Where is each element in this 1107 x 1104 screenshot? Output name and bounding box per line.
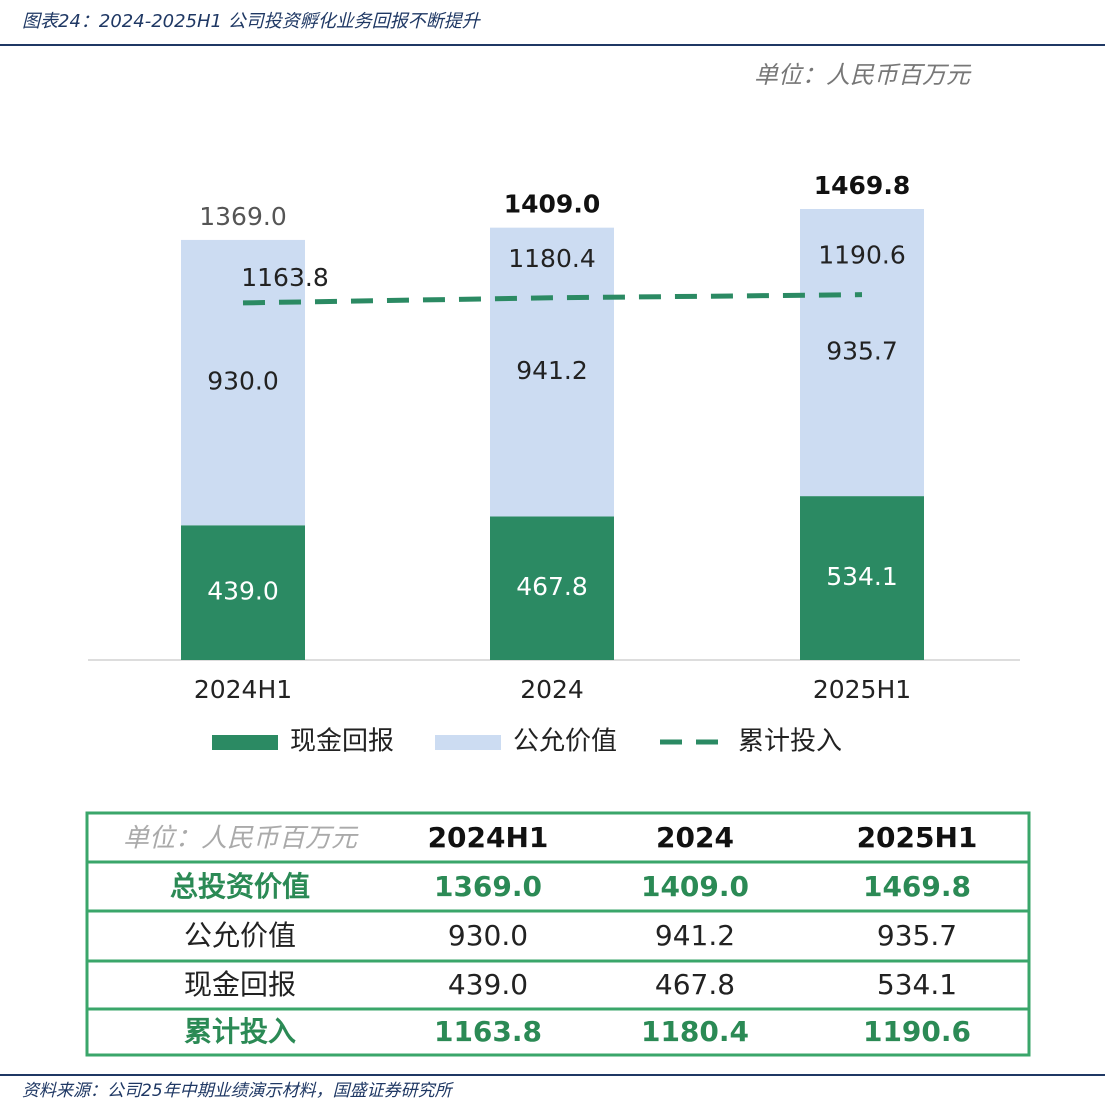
total-label: 1369.0 <box>199 202 286 231</box>
table-cell: 467.8 <box>655 968 735 1001</box>
bar-segment <box>800 209 924 497</box>
table-cell: 935.7 <box>877 919 957 952</box>
table-cell: 现金回报 <box>184 968 296 1001</box>
table-cell: 公允价值 <box>184 919 296 952</box>
legend-label: 现金回报 <box>290 727 394 757</box>
table-header: 2024H1 <box>428 821 549 854</box>
bar-segment <box>490 227 614 517</box>
figure-title: 图表24：2024-2025H1 公司投资孵化业务回报不断提升 <box>22 11 482 32</box>
total-label: 1469.8 <box>814 171 910 200</box>
table-cell: 1180.4 <box>641 1015 749 1048</box>
table-cell: 439.0 <box>448 968 528 1001</box>
bar-segment <box>181 239 305 526</box>
bar-value-label: 439.0 <box>207 577 279 606</box>
x-tick-label: 2024H1 <box>194 675 292 704</box>
legend-swatch <box>212 735 278 750</box>
table-frame <box>85 811 1031 1057</box>
line-value-label: 1180.4 <box>508 244 595 273</box>
total-label: 1409.0 <box>504 190 600 219</box>
bar-value-label: 467.8 <box>516 572 588 601</box>
unit-label: 单位：人民币百万元 <box>754 61 972 89</box>
source-note: 资料来源：公司25年中期业绩演示材料，国盛证券研究所 <box>22 1081 455 1101</box>
bar-segment <box>800 496 924 660</box>
table-cell: 1409.0 <box>641 870 749 903</box>
table-cell: 1163.8 <box>434 1015 542 1048</box>
table-cell: 1369.0 <box>434 870 542 903</box>
table-cell: 总投资价值 <box>170 870 310 903</box>
bar-value-label: 935.7 <box>826 337 898 366</box>
line-value-label: 1163.8 <box>241 263 328 292</box>
table-cell: 534.1 <box>877 968 957 1001</box>
bar-value-label: 534.1 <box>826 562 898 591</box>
bar-value-label: 930.0 <box>207 367 279 396</box>
bar-segment <box>490 516 614 660</box>
table-cell: 1190.6 <box>863 1015 971 1048</box>
table-header: 2024 <box>656 821 734 854</box>
table-unit: 单位：人民币百万元 <box>123 824 359 854</box>
table-header: 2025H1 <box>857 821 978 854</box>
table-cell: 941.2 <box>655 919 735 952</box>
legend-swatch <box>435 735 501 750</box>
legend-label: 公允价值 <box>513 727 617 757</box>
table-cell: 930.0 <box>448 919 528 952</box>
bar-value-label: 941.2 <box>516 356 588 385</box>
table-cell: 累计投入 <box>184 1015 296 1048</box>
line-series <box>242 292 863 306</box>
line-value-label: 1190.6 <box>818 241 905 270</box>
legend-label: 累计投入 <box>738 727 842 757</box>
x-tick-label: 2024 <box>520 675 584 704</box>
table-cell: 1469.8 <box>863 870 971 903</box>
x-tick-label: 2025H1 <box>813 675 911 704</box>
bar-segment <box>181 525 305 660</box>
